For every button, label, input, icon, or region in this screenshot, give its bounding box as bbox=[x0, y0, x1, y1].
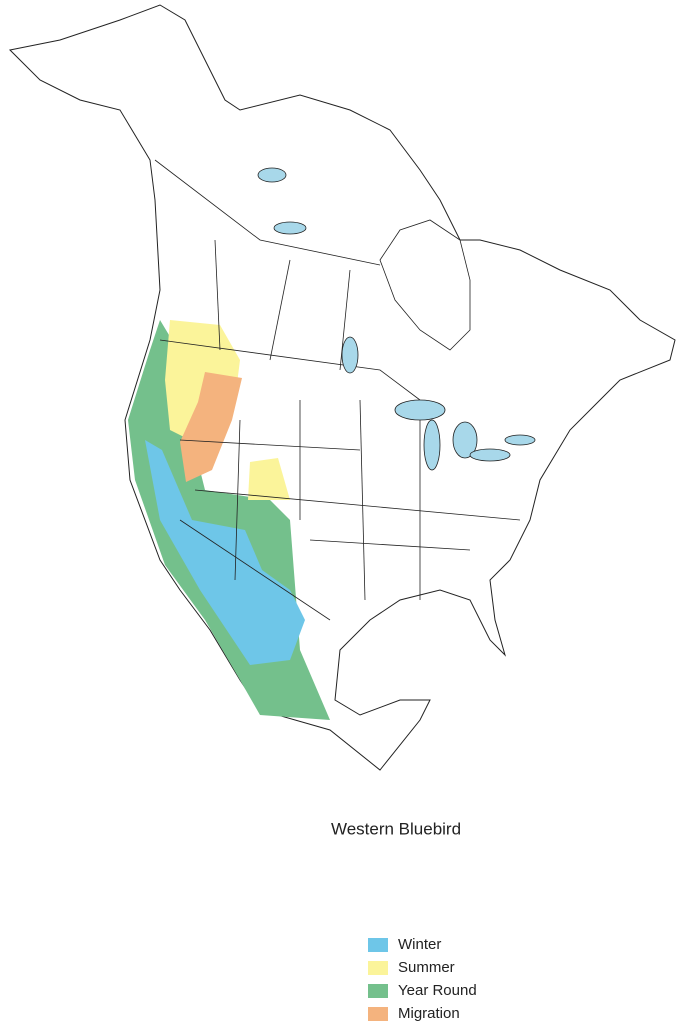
border bbox=[154, 159, 381, 266]
lake bbox=[273, 221, 307, 235]
range-summer-east bbox=[248, 458, 290, 500]
legend-swatch bbox=[368, 1007, 388, 1021]
border bbox=[214, 239, 221, 351]
border bbox=[179, 439, 361, 451]
border bbox=[309, 539, 471, 551]
legend-swatch bbox=[368, 984, 388, 998]
legend: Winter Summer Year Round Migration bbox=[368, 936, 477, 1022]
borders bbox=[154, 159, 521, 621]
lake bbox=[504, 434, 536, 446]
border bbox=[179, 519, 331, 621]
legend-label: Year Round bbox=[398, 982, 477, 999]
lake bbox=[394, 399, 446, 421]
border bbox=[159, 339, 421, 401]
legend-swatch bbox=[368, 961, 388, 975]
border bbox=[234, 419, 241, 581]
legend-label: Summer bbox=[398, 959, 455, 976]
hudson-bay bbox=[379, 219, 471, 351]
lake bbox=[257, 167, 287, 183]
lake bbox=[423, 419, 441, 471]
continent bbox=[8, 4, 676, 771]
range-winter bbox=[145, 440, 305, 665]
lake bbox=[341, 336, 359, 374]
lake bbox=[452, 421, 478, 459]
border bbox=[194, 489, 521, 521]
lake bbox=[469, 448, 511, 462]
map-title: Western Bluebird bbox=[331, 819, 461, 838]
legend-label: Migration bbox=[398, 1005, 460, 1022]
range-migration bbox=[180, 372, 242, 482]
border bbox=[269, 259, 291, 361]
legend-label: Winter bbox=[398, 936, 441, 953]
border bbox=[359, 399, 366, 601]
legend-swatch bbox=[368, 938, 388, 952]
ranges bbox=[128, 320, 330, 720]
